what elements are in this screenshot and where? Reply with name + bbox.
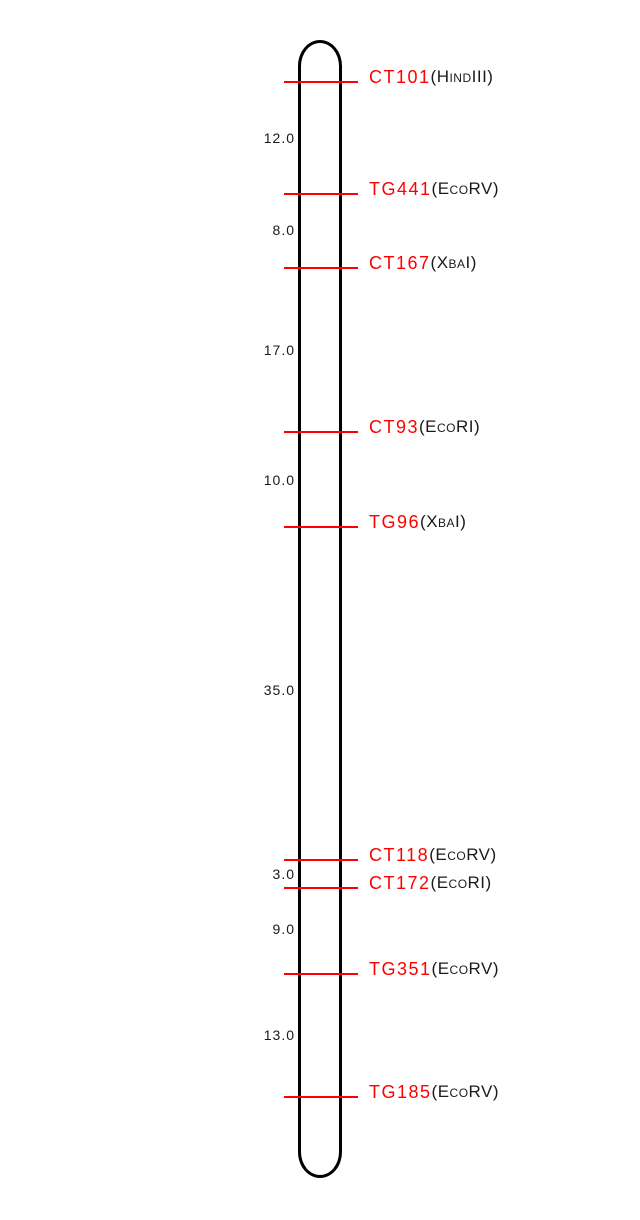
marker-label-ct93: CT93 (EcoRI): [369, 416, 480, 438]
marker-label-tg185: TG185 (EcoRV): [369, 1081, 499, 1103]
distance-label: 12.0: [263, 130, 295, 146]
marker-line-ct118: [284, 859, 358, 861]
marker-label-tg441: TG441 (EcoRV): [369, 178, 499, 200]
distance-label: 10.0: [263, 472, 295, 488]
marker-line-ct167: [284, 267, 358, 269]
distance-label: 35.0: [263, 682, 295, 698]
distance-label: 17.0: [263, 342, 295, 358]
marker-name: CT167: [369, 252, 431, 273]
marker-label-ct167: CT167 (XbaI): [369, 252, 477, 274]
marker-enzyme: (EcoRV): [431, 179, 500, 198]
marker-line-tg96: [284, 526, 358, 528]
marker-name: CT93: [369, 416, 420, 437]
marker-name: CT172: [369, 872, 431, 893]
marker-line-tg351: [284, 973, 358, 975]
marker-line-tg185: [284, 1096, 358, 1098]
marker-name: TG185: [369, 1081, 432, 1102]
marker-line-ct93: [284, 431, 358, 433]
distance-label: 8.0: [272, 222, 295, 238]
marker-name: TG96: [369, 511, 421, 532]
marker-enzyme: (EcoRV): [431, 1082, 500, 1101]
marker-label-ct172: CT172 (EcoRI): [369, 872, 492, 894]
distance-label: 3.0: [272, 866, 295, 882]
marker-label-ct118: CT118 (EcoRV): [369, 844, 497, 866]
marker-enzyme: (EcoRV): [431, 959, 500, 978]
marker-name: TG351: [369, 958, 432, 979]
marker-enzyme: (HindIII): [430, 67, 494, 86]
marker-line-ct101: [284, 81, 358, 83]
marker-line-ct172: [284, 887, 358, 889]
distance-label: 13.0: [263, 1027, 295, 1043]
marker-name: CT118: [369, 844, 430, 865]
marker-enzyme: (XbaI): [430, 253, 477, 272]
marker-label-tg96: TG96 (XbaI): [369, 511, 466, 533]
distance-label: 9.0: [272, 921, 295, 937]
marker-enzyme: (XbaI): [420, 512, 467, 531]
chromosome-bar: [298, 40, 342, 1178]
marker-enzyme: (EcoRI): [430, 873, 492, 892]
marker-line-tg441: [284, 193, 358, 195]
marker-label-tg351: TG351 (EcoRV): [369, 958, 499, 980]
marker-enzyme: (EcoRV): [429, 845, 497, 864]
marker-label-ct101: CT101 (HindIII): [369, 66, 493, 88]
marker-name: CT101: [369, 66, 431, 87]
marker-enzyme: (EcoRI): [419, 417, 481, 436]
marker-name: TG441: [369, 178, 432, 199]
